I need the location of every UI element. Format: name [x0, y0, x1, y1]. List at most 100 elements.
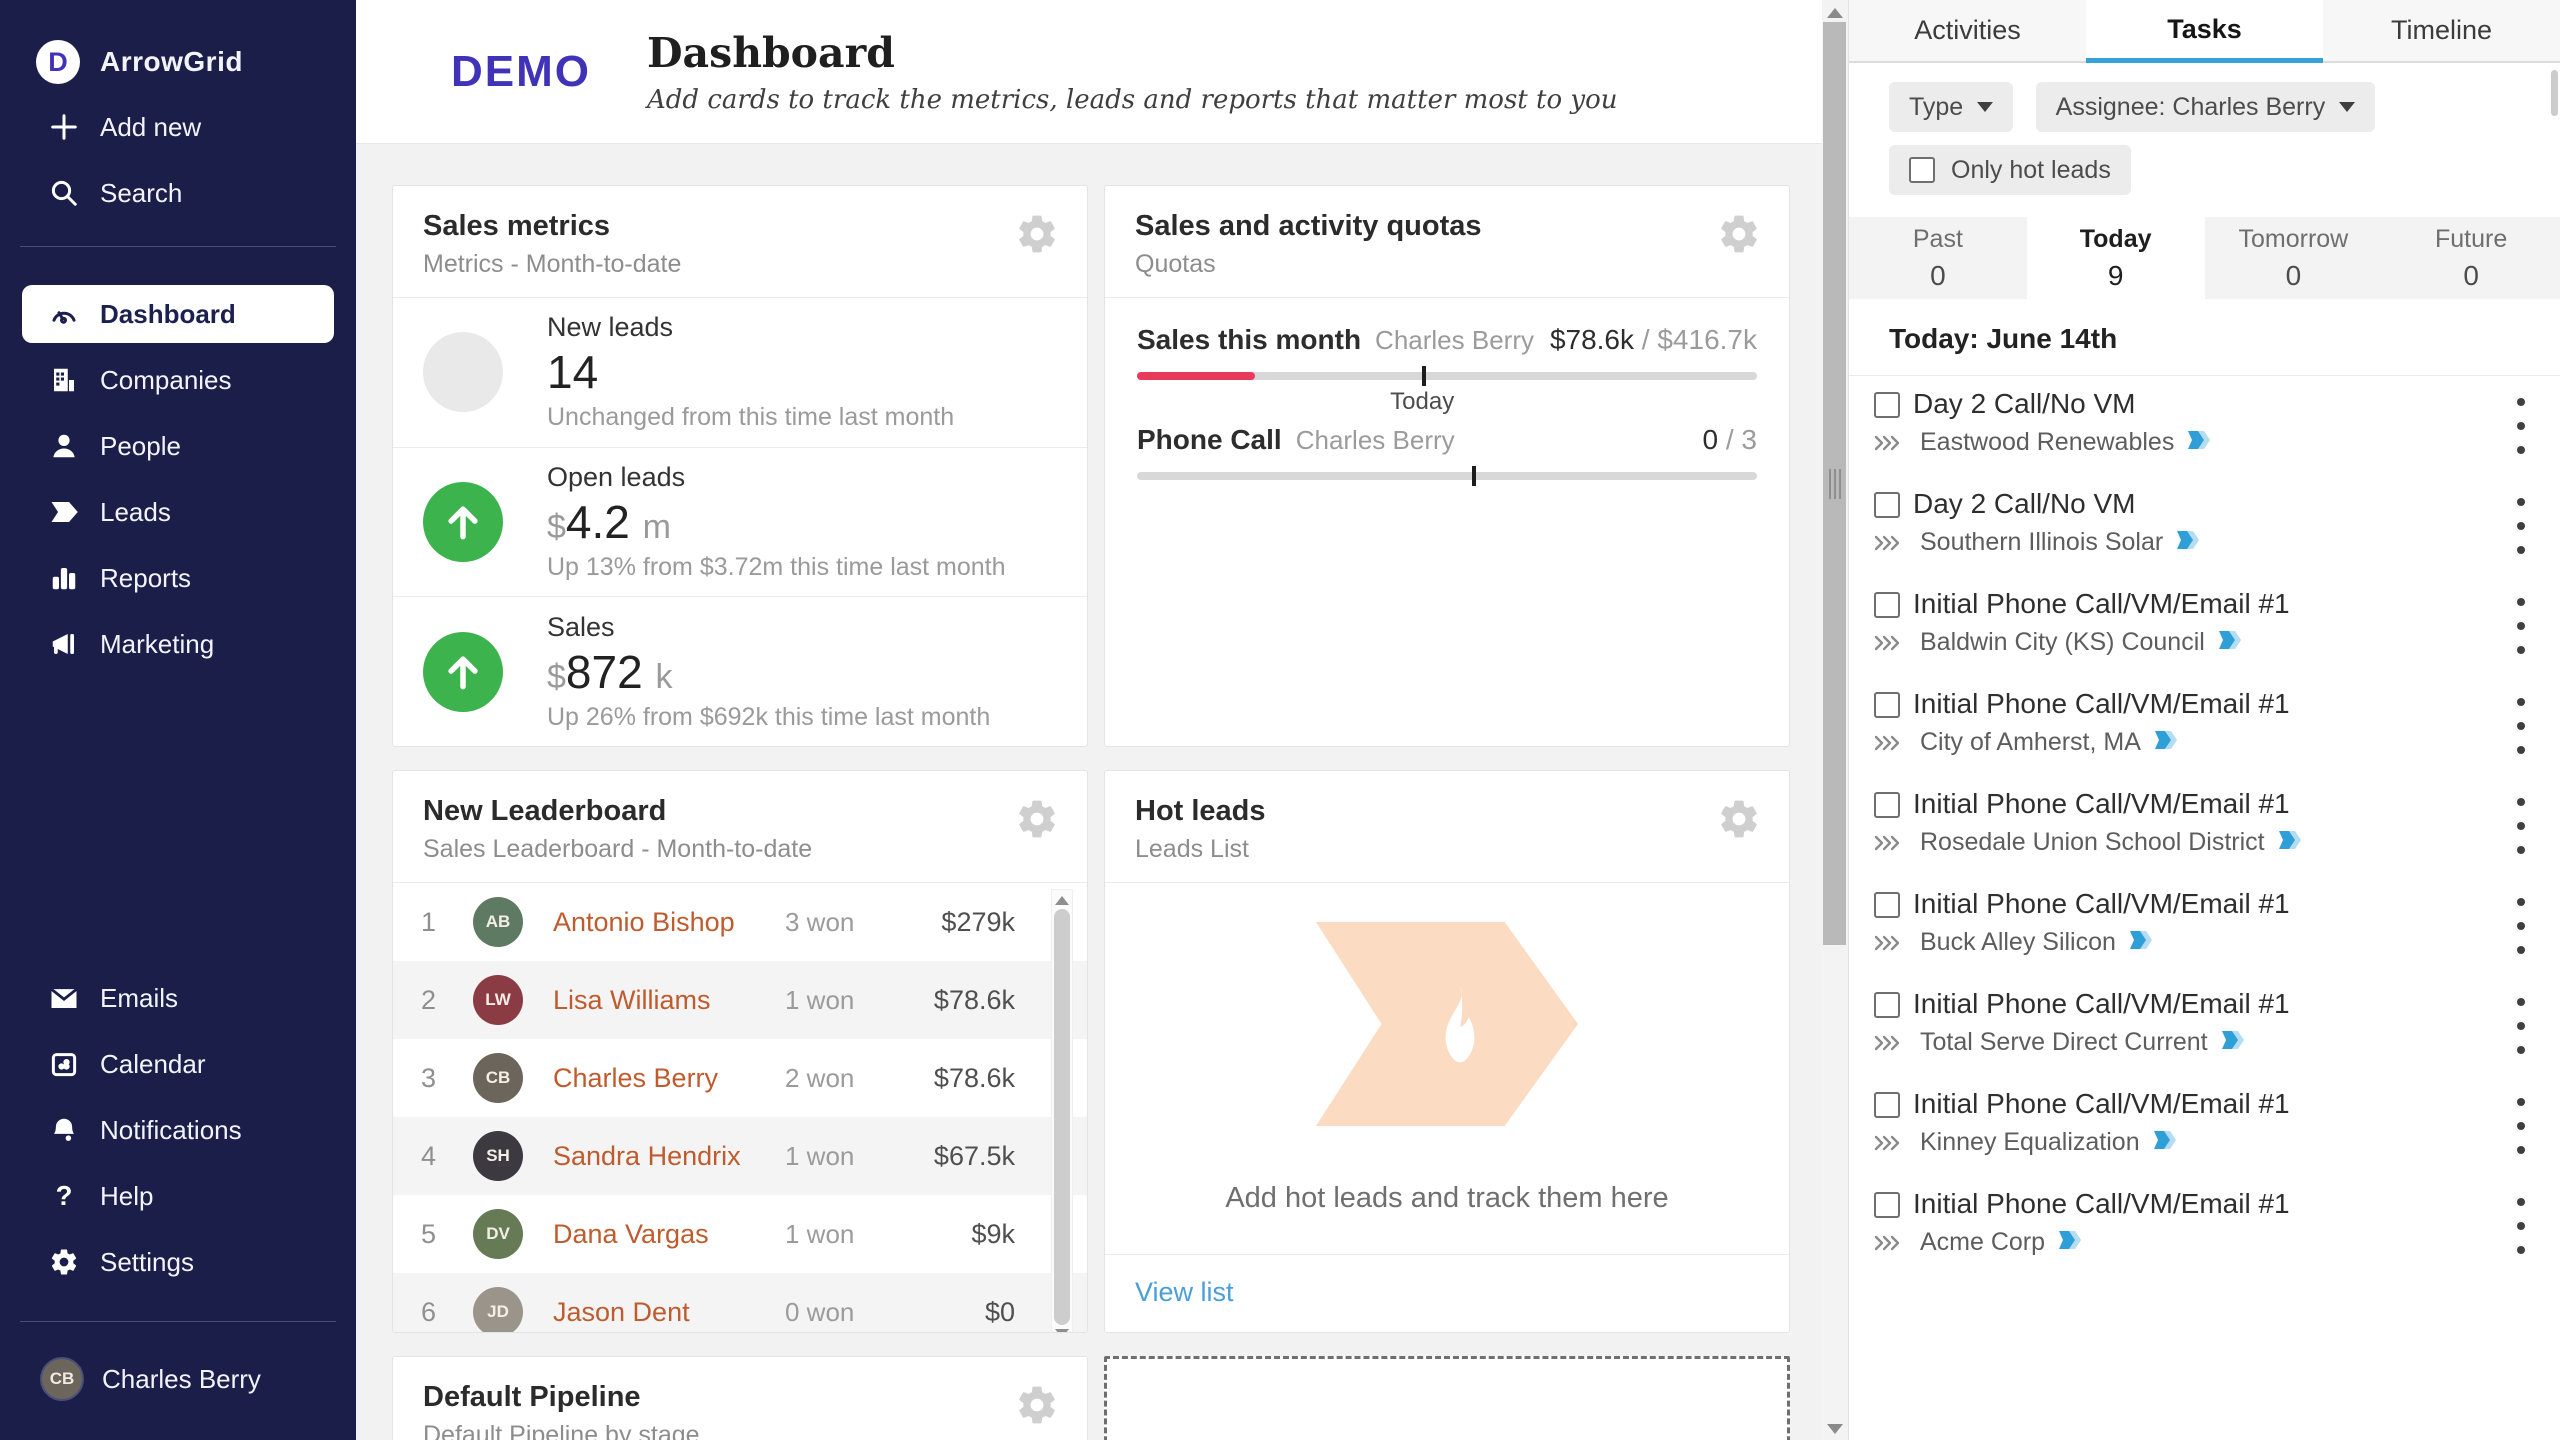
task-checkbox[interactable] [1874, 592, 1900, 618]
sidebar-item-people[interactable]: People [0, 413, 356, 479]
task-company-link[interactable]: Kinney Equalization [1920, 1128, 2140, 1156]
task-checkbox[interactable] [1874, 692, 1900, 718]
sidebar-item-dashboard[interactable]: Dashboard [22, 285, 334, 343]
leaderboard-row[interactable]: 5 DV Dana Vargas 1 won $9k [393, 1195, 1087, 1273]
task-title[interactable]: Day 2 Call/No VM [1913, 488, 2136, 519]
task-company-link[interactable]: Eastwood Renewables [1920, 428, 2175, 456]
type-filter-dropdown[interactable]: Type [1889, 82, 2014, 132]
gear-icon [46, 1247, 82, 1277]
task-checkbox[interactable] [1874, 492, 1900, 518]
task-company-link[interactable]: Baldwin City (KS) Council [1920, 628, 2205, 656]
task-menu-kebab-icon[interactable] [2504, 398, 2538, 454]
date-tab-today[interactable]: Today 9 [2026, 217, 2205, 299]
card-settings-gear-icon[interactable] [1015, 1383, 1059, 1427]
main-scrollbar[interactable] [1822, 0, 1848, 1440]
task-menu-kebab-icon[interactable] [2504, 698, 2538, 754]
task-menu-kebab-icon[interactable] [2504, 798, 2538, 854]
sidebar-item-help[interactable]: ? Help [0, 1163, 356, 1229]
date-tab-past[interactable]: Past 0 [1849, 217, 2027, 299]
leaderboard-row[interactable]: 1 AB Antonio Bishop 3 won $279k [393, 883, 1087, 961]
sidebar-item-notifications[interactable]: Notifications [0, 1097, 356, 1163]
scroll-down-icon[interactable] [1827, 1424, 1843, 1434]
date-tab-tomorrow[interactable]: Tomorrow 0 [2204, 217, 2383, 299]
task-title[interactable]: Initial Phone Call/VM/Email #1 [1913, 788, 2290, 819]
scrollbar-thumb[interactable] [1823, 22, 1846, 945]
task-menu-kebab-icon[interactable] [2504, 598, 2538, 654]
task-checkbox[interactable] [1874, 1192, 1900, 1218]
task-company-link[interactable]: City of Amherst, MA [1920, 728, 2141, 756]
task-title[interactable]: Initial Phone Call/VM/Email #1 [1913, 988, 2290, 1019]
sidebar-item-add-new[interactable]: Add new [0, 94, 356, 160]
assignee-filter-dropdown[interactable]: Assignee: Charles Berry [2035, 82, 2376, 132]
plus-icon [46, 112, 82, 142]
leaderboard-row[interactable]: 2 LW Lisa Williams 1 won $78.6k [393, 961, 1087, 1039]
rank: 2 [421, 984, 437, 1015]
divider [1849, 375, 2560, 376]
leaderboard-row[interactable]: 3 CB Charles Berry 2 won $78.6k [393, 1039, 1087, 1117]
task-company-link[interactable]: Acme Corp [1920, 1228, 2046, 1256]
task-company-link[interactable]: Total Serve Direct Current [1920, 1028, 2208, 1056]
date-tab-count: 0 [2463, 259, 2479, 291]
tab-activities[interactable]: Activities [1849, 0, 2086, 63]
task-title[interactable]: Initial Phone Call/VM/Email #1 [1913, 888, 2290, 919]
leaderboard-row[interactable]: 6 JD Jason Dent 0 won $0 [393, 1273, 1087, 1332]
person-link[interactable]: Charles Berry [553, 1062, 719, 1093]
checkbox[interactable] [1909, 157, 1935, 183]
task-title[interactable]: Initial Phone Call/VM/Email #1 [1913, 588, 2290, 619]
person-link[interactable]: Antonio Bishop [553, 906, 735, 937]
only-hot-leads-toggle[interactable]: Only hot leads [1889, 145, 2131, 195]
task-title[interactable]: Initial Phone Call/VM/Email #1 [1913, 1088, 2290, 1119]
sidebar-item-marketing[interactable]: Marketing [0, 611, 356, 677]
task-row: Initial Phone Call/VM/Email #1 Rosedale … [1849, 776, 2560, 876]
person-link[interactable]: Lisa Williams [553, 984, 711, 1015]
sidebar-item-companies[interactable]: Companies [0, 347, 356, 413]
task-checkbox[interactable] [1874, 392, 1900, 418]
task-menu-kebab-icon[interactable] [2504, 498, 2538, 554]
filter-label: Assignee: Charles Berry [2055, 92, 2326, 121]
card-settings-gear-icon[interactable] [1015, 212, 1059, 256]
person-link[interactable]: Jason Dent [553, 1296, 690, 1327]
task-menu-kebab-icon[interactable] [2504, 1198, 2538, 1254]
task-checkbox[interactable] [1874, 1092, 1900, 1118]
panel-scrollbar-thumb[interactable] [2551, 70, 2558, 116]
sidebar-user[interactable]: CB Charles Berry [0, 1346, 356, 1412]
scroll-down-icon[interactable] [1055, 1329, 1069, 1332]
scroll-up-icon[interactable] [1827, 8, 1843, 18]
view-list-link[interactable]: View list [1135, 1277, 1234, 1307]
task-checkbox[interactable] [1874, 992, 1900, 1018]
leaderboard-row[interactable]: 4 SH Sandra Hendrix 1 won $67.5k [393, 1117, 1087, 1195]
sidebar-item-label: Notifications [100, 1114, 242, 1145]
person-link[interactable]: Dana Vargas [553, 1218, 709, 1249]
task-company-link[interactable]: Southern Illinois Solar [1920, 528, 2164, 556]
date-tab-future[interactable]: Future 0 [2382, 217, 2560, 299]
scrollbar-thumb[interactable] [1054, 909, 1070, 1325]
sidebar-item-reports[interactable]: Reports [0, 545, 356, 611]
task-title[interactable]: Day 2 Call/No VM [1913, 388, 2136, 419]
card-settings-gear-icon[interactable] [1015, 797, 1059, 841]
scroll-up-icon[interactable] [1055, 896, 1069, 905]
sidebar-item-search[interactable]: Search [0, 160, 356, 226]
sidebar-item-leads[interactable]: $ Leads [0, 479, 356, 545]
person-link[interactable]: Sandra Hendrix [553, 1140, 741, 1171]
task-row: Initial Phone Call/VM/Email #1 Total Ser… [1849, 976, 2560, 1076]
date-tab-label: Future [2434, 224, 2508, 253]
task-menu-kebab-icon[interactable] [2504, 998, 2538, 1054]
metric-rows: New leads 14 Unchanged from this time la… [393, 298, 1087, 746]
task-checkbox[interactable] [1874, 892, 1900, 918]
task-company-link[interactable]: Rosedale Union School District [1920, 828, 2265, 856]
task-title[interactable]: Initial Phone Call/VM/Email #1 [1913, 1188, 2290, 1219]
sidebar-item-emails[interactable]: Emails [0, 965, 356, 1031]
sidebar-item-settings[interactable]: Settings [0, 1229, 356, 1295]
leaderboard-scrollbar[interactable] [1051, 889, 1073, 1332]
task-menu-kebab-icon[interactable] [2504, 1098, 2538, 1154]
task-menu-kebab-icon[interactable] [2504, 898, 2538, 954]
card-settings-gear-icon[interactable] [1717, 212, 1761, 256]
tab-tasks[interactable]: Tasks [2086, 0, 2323, 63]
sidebar-item-calendar[interactable]: Calendar [0, 1031, 356, 1097]
task-title[interactable]: Initial Phone Call/VM/Email #1 [1913, 688, 2290, 719]
tab-timeline[interactable]: Timeline [2323, 0, 2560, 63]
empty-card-dropzone[interactable] [1104, 1356, 1790, 1440]
card-settings-gear-icon[interactable] [1717, 797, 1761, 841]
task-checkbox[interactable] [1874, 792, 1900, 818]
task-company-link[interactable]: Buck Alley Silicon [1920, 928, 2116, 956]
